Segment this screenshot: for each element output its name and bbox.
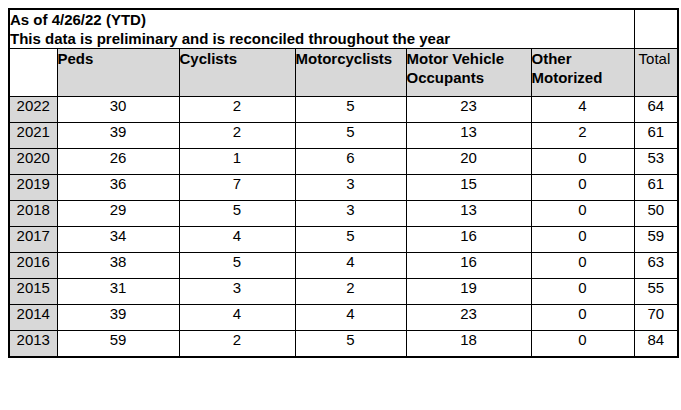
row-header-year: 2013 xyxy=(9,331,57,358)
table-cell: 39 xyxy=(57,305,179,331)
table-row: 2022 30 2 5 23 4 64 xyxy=(9,97,678,123)
table-cell: 16 xyxy=(406,227,531,253)
table-cell: 31 xyxy=(57,279,179,305)
column-header-other-motorized: Other Motorized xyxy=(531,49,634,97)
column-header-row: Peds Cyclists Motorcyclists Motor Vehicl… xyxy=(9,49,678,97)
table-cell: 38 xyxy=(57,253,179,279)
table-cell: 5 xyxy=(179,253,295,279)
row-header-year: 2022 xyxy=(9,97,57,123)
table-row: 2014 39 4 4 23 0 70 xyxy=(9,305,678,331)
table-title: As of 4/26/22 (YTD) This data is prelimi… xyxy=(9,9,634,49)
title-spacer-cell xyxy=(634,9,678,49)
table-cell: 34 xyxy=(57,227,179,253)
table-row: 2021 39 2 5 13 2 61 xyxy=(9,123,678,149)
table-cell: 0 xyxy=(531,227,634,253)
table-cell: 23 xyxy=(406,97,531,123)
column-header-total: Total xyxy=(634,49,678,97)
table-cell: 53 xyxy=(634,149,678,175)
table-cell: 13 xyxy=(406,201,531,227)
row-header-year: 2014 xyxy=(9,305,57,331)
table-cell: 3 xyxy=(295,201,406,227)
table-cell: 0 xyxy=(531,253,634,279)
table-cell: 2 xyxy=(531,123,634,149)
table-cell: 15 xyxy=(406,175,531,201)
table-cell: 61 xyxy=(634,123,678,149)
table-cell: 5 xyxy=(295,227,406,253)
title-line-1: As of 4/26/22 (YTD) xyxy=(10,10,634,29)
column-header-cyclists: Cyclists xyxy=(179,49,295,97)
fatalities-table-container: As of 4/26/22 (YTD) This data is prelimi… xyxy=(8,8,679,358)
table-cell: 4 xyxy=(295,305,406,331)
table-cell: 61 xyxy=(634,175,678,201)
table-row: 2019 36 7 3 15 0 61 xyxy=(9,175,678,201)
table-cell: 59 xyxy=(57,331,179,358)
row-header-year: 2021 xyxy=(9,123,57,149)
title-row: As of 4/26/22 (YTD) This data is prelimi… xyxy=(9,9,678,49)
table-cell: 29 xyxy=(57,201,179,227)
table-cell: 39 xyxy=(57,123,179,149)
column-header-peds: Peds xyxy=(57,49,179,97)
table-cell: 6 xyxy=(295,149,406,175)
table-cell: 19 xyxy=(406,279,531,305)
table-cell: 4 xyxy=(179,305,295,331)
table-cell: 70 xyxy=(634,305,678,331)
table-row: 2013 59 2 5 18 0 84 xyxy=(9,331,678,358)
column-header-motorcyclists: Motorcyclists xyxy=(295,49,406,97)
table-cell: 2 xyxy=(179,97,295,123)
row-header-year: 2018 xyxy=(9,201,57,227)
table-cell: 13 xyxy=(406,123,531,149)
table-cell: 1 xyxy=(179,149,295,175)
table-cell: 4 xyxy=(179,227,295,253)
table-cell: 26 xyxy=(57,149,179,175)
table-row: 2020 26 1 6 20 0 53 xyxy=(9,149,678,175)
table-cell: 2 xyxy=(179,123,295,149)
table-row: 2016 38 5 4 16 0 63 xyxy=(9,253,678,279)
row-header-year: 2019 xyxy=(9,175,57,201)
table-cell: 63 xyxy=(634,253,678,279)
table-cell: 59 xyxy=(634,227,678,253)
table-cell: 0 xyxy=(531,149,634,175)
title-line-2: This data is preliminary and is reconcil… xyxy=(10,29,634,48)
table-cell: 5 xyxy=(179,201,295,227)
table-cell: 36 xyxy=(57,175,179,201)
row-header-year: 2020 xyxy=(9,149,57,175)
table-cell: 2 xyxy=(295,279,406,305)
table-cell: 30 xyxy=(57,97,179,123)
row-header-year: 2017 xyxy=(9,227,57,253)
table-cell: 3 xyxy=(295,175,406,201)
table-cell: 5 xyxy=(295,123,406,149)
table-cell: 0 xyxy=(531,175,634,201)
corner-cell xyxy=(9,49,57,97)
table-cell: 0 xyxy=(531,201,634,227)
table-cell: 0 xyxy=(531,305,634,331)
row-header-year: 2016 xyxy=(9,253,57,279)
table-cell: 84 xyxy=(634,331,678,358)
table-row: 2017 34 4 5 16 0 59 xyxy=(9,227,678,253)
table-cell: 0 xyxy=(531,279,634,305)
table-cell: 16 xyxy=(406,253,531,279)
column-header-motor-vehicle-occupants: Motor Vehicle Occupants xyxy=(406,49,531,97)
row-header-year: 2015 xyxy=(9,279,57,305)
table-cell: 5 xyxy=(295,331,406,358)
table-cell: 4 xyxy=(295,253,406,279)
table-cell: 0 xyxy=(531,331,634,358)
table-cell: 18 xyxy=(406,331,531,358)
table-cell: 50 xyxy=(634,201,678,227)
table-cell: 7 xyxy=(179,175,295,201)
table-cell: 3 xyxy=(179,279,295,305)
table-cell: 20 xyxy=(406,149,531,175)
table-cell: 2 xyxy=(179,331,295,358)
fatalities-by-year-table: As of 4/26/22 (YTD) This data is prelimi… xyxy=(8,8,679,358)
table-cell: 64 xyxy=(634,97,678,123)
table-cell: 5 xyxy=(295,97,406,123)
table-row: 2018 29 5 3 13 0 50 xyxy=(9,201,678,227)
table-cell: 23 xyxy=(406,305,531,331)
table-cell: 55 xyxy=(634,279,678,305)
table-cell: 4 xyxy=(531,97,634,123)
table-row: 2015 31 3 2 19 0 55 xyxy=(9,279,678,305)
